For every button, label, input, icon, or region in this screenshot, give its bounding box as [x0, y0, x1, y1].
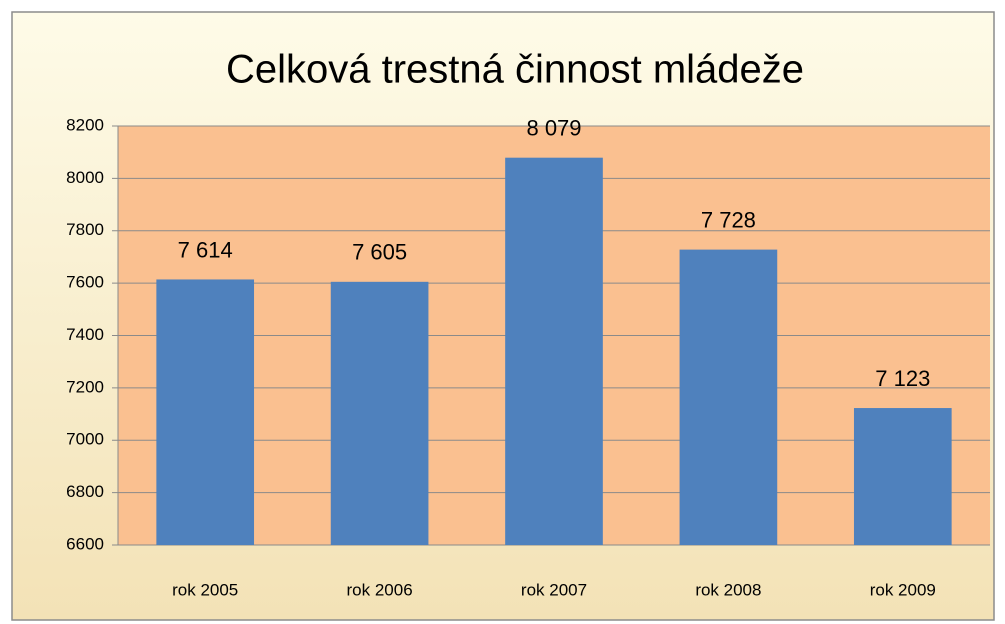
- x-tick-label: rok 2009: [870, 580, 936, 599]
- x-tick-label: rok 2007: [521, 580, 587, 599]
- x-tick-label: rok 2006: [347, 580, 413, 599]
- data-label: 8 079: [526, 115, 581, 140]
- bar: [853, 408, 952, 545]
- x-tick-label: rok 2008: [695, 580, 761, 599]
- bar: [505, 157, 603, 545]
- y-tick-label: 6800: [66, 482, 104, 501]
- y-tick-label: 7800: [66, 220, 104, 239]
- data-label: 7 605: [352, 240, 407, 265]
- y-tick-label: 8000: [66, 168, 104, 187]
- chart-title: Celková trestná činnost mládeže: [226, 48, 804, 92]
- y-tick-label: 7000: [66, 430, 104, 449]
- data-label: 7 123: [875, 366, 930, 391]
- y-tick-label: 6600: [66, 534, 104, 553]
- bar: [330, 281, 429, 545]
- data-label: 7 728: [701, 207, 756, 232]
- y-tick-label: 7400: [66, 325, 104, 344]
- y-tick-label: 7200: [66, 377, 104, 396]
- y-tick-label: 8200: [66, 115, 104, 134]
- x-tick-label: rok 2005: [172, 580, 238, 599]
- y-tick-label: 7600: [66, 273, 104, 292]
- bar: [679, 249, 778, 546]
- data-label: 7 614: [178, 237, 233, 262]
- bar: [156, 279, 255, 545]
